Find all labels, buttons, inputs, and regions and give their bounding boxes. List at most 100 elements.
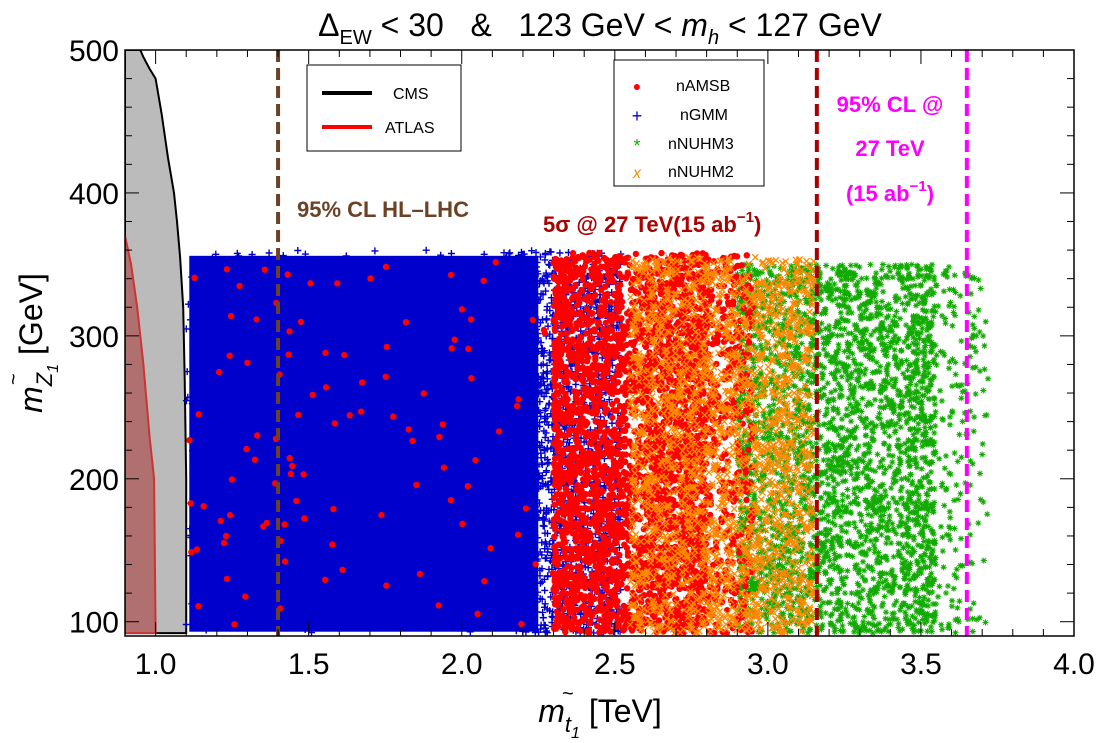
point-nNUHM3 <box>780 599 787 606</box>
point-nNUHM3 <box>929 589 936 595</box>
point-nNUHM3 <box>808 286 815 293</box>
point-nNUHM3 <box>848 309 855 316</box>
point-nNUHM3 <box>843 609 850 616</box>
point-nNUHM3 <box>869 384 876 391</box>
point-nNUHM3 <box>871 506 878 513</box>
point-nNUHM3 <box>863 627 870 634</box>
point-nNUHM3 <box>914 318 921 325</box>
point-nNUHM3 <box>807 478 814 484</box>
point-nNUHM3 <box>888 568 895 575</box>
point-nNUHM3 <box>817 387 824 393</box>
point-nNUHM3 <box>885 535 892 542</box>
point-nNUHM3 <box>928 376 935 383</box>
point-nNUHM3 <box>837 617 844 624</box>
point-nNUHM3 <box>833 348 840 355</box>
point-nNUHM3 <box>880 512 887 519</box>
point-nGMM <box>522 371 529 379</box>
point-nNUHM3 <box>946 532 952 539</box>
point-nNUHM3 <box>969 364 976 371</box>
point-nNUHM3 <box>907 389 914 396</box>
point-nNUHM3 <box>909 439 916 445</box>
point-nNUHM3 <box>884 520 891 527</box>
point-nNUHM3 <box>769 525 776 532</box>
point-nNUHM3 <box>935 303 942 310</box>
point-nNUHM3 <box>855 600 862 606</box>
point-nNUHM3 <box>900 370 907 377</box>
point-nNUHM3 <box>826 557 833 564</box>
point-nNUHM3 <box>899 279 906 286</box>
point-nNUHM3 <box>909 545 916 552</box>
point-nNUHM3 <box>916 335 923 342</box>
point-nNUHM3 <box>875 335 882 342</box>
point-nNUHM3 <box>912 499 919 506</box>
point-nNUHM3 <box>893 298 899 305</box>
point-nNUHM3 <box>956 431 963 438</box>
point-nNUHM3 <box>743 509 750 516</box>
point-nGMM <box>505 388 513 396</box>
point-nNUHM3 <box>891 264 898 271</box>
point-nNUHM3 <box>886 527 893 534</box>
point-nNUHM3 <box>868 311 874 318</box>
point-nNUHM3 <box>883 570 890 577</box>
point-nNUHM3 <box>821 442 828 449</box>
point-nNUHM3 <box>899 519 906 526</box>
point-nNUHM3 <box>793 293 800 300</box>
point-nNUHM3 <box>907 326 914 333</box>
point-nNUHM3 <box>921 353 928 359</box>
point-nNUHM3 <box>860 345 867 352</box>
point-nNUHM3 <box>821 470 828 477</box>
point-nNUHM3 <box>905 476 912 483</box>
point-nNUHM3 <box>832 375 839 382</box>
point-nNUHM3 <box>880 288 887 295</box>
point-nNUHM3 <box>899 626 906 633</box>
point-nNUHM3 <box>948 603 955 610</box>
point-nNUHM3 <box>925 370 932 377</box>
point-nNUHM3 <box>936 455 943 462</box>
point-nNUHM3 <box>932 561 939 568</box>
point-nNUHM3 <box>837 471 844 478</box>
point-nNUHM3 <box>893 360 900 366</box>
point-nNUHM3 <box>837 294 844 301</box>
point-nNUHM3 <box>908 603 915 609</box>
point-nNUHM3 <box>816 435 823 442</box>
point-nNUHM3 <box>939 534 946 541</box>
point-nNUHM3 <box>906 414 913 421</box>
point-nNUHM3 <box>759 527 765 534</box>
point-nNUHM3 <box>884 363 891 370</box>
point-nNUHM3 <box>865 445 872 452</box>
point-nNUHM3 <box>838 386 845 393</box>
point-nNUHM3 <box>872 546 878 552</box>
point-nNUHM3 <box>907 586 914 593</box>
point-nNUHM3 <box>889 520 896 527</box>
point-nNUHM3 <box>856 582 863 589</box>
point-nNUHM3 <box>914 356 921 363</box>
point-nNUHM3 <box>889 339 896 346</box>
point-nNUHM3 <box>834 553 841 560</box>
point-nNUHM3 <box>798 601 805 608</box>
point-nGMM <box>531 356 539 364</box>
point-nNUHM3 <box>835 410 842 417</box>
point-nNUHM3 <box>919 601 926 608</box>
point-nNUHM3 <box>942 320 949 327</box>
point-nNUHM3 <box>905 286 912 293</box>
point-nNUHM3 <box>832 522 839 528</box>
point-nNUHM3 <box>736 593 743 600</box>
point-nNUHM3 <box>818 539 825 546</box>
point-nNUHM3 <box>848 590 855 597</box>
point-nNUHM3 <box>734 304 741 311</box>
point-nNUHM3 <box>878 628 885 635</box>
point-nNUHM3 <box>923 263 930 270</box>
point-nNUHM3 <box>927 266 933 273</box>
point-nNUHM3 <box>821 515 828 522</box>
point-nNUHM3 <box>893 598 900 605</box>
point-nNUHM3 <box>798 495 805 502</box>
point-nNUHM3 <box>761 288 768 295</box>
point-nNUHM3 <box>775 321 782 328</box>
point-nGMM <box>544 385 552 393</box>
point-nNUHM3 <box>971 344 978 351</box>
point-nNUHM3 <box>839 478 846 485</box>
point-nNUHM3 <box>850 427 857 434</box>
point-nNUHM3 <box>914 542 921 549</box>
point-nNUHM3 <box>768 408 775 414</box>
point-nNUHM3 <box>869 291 876 298</box>
